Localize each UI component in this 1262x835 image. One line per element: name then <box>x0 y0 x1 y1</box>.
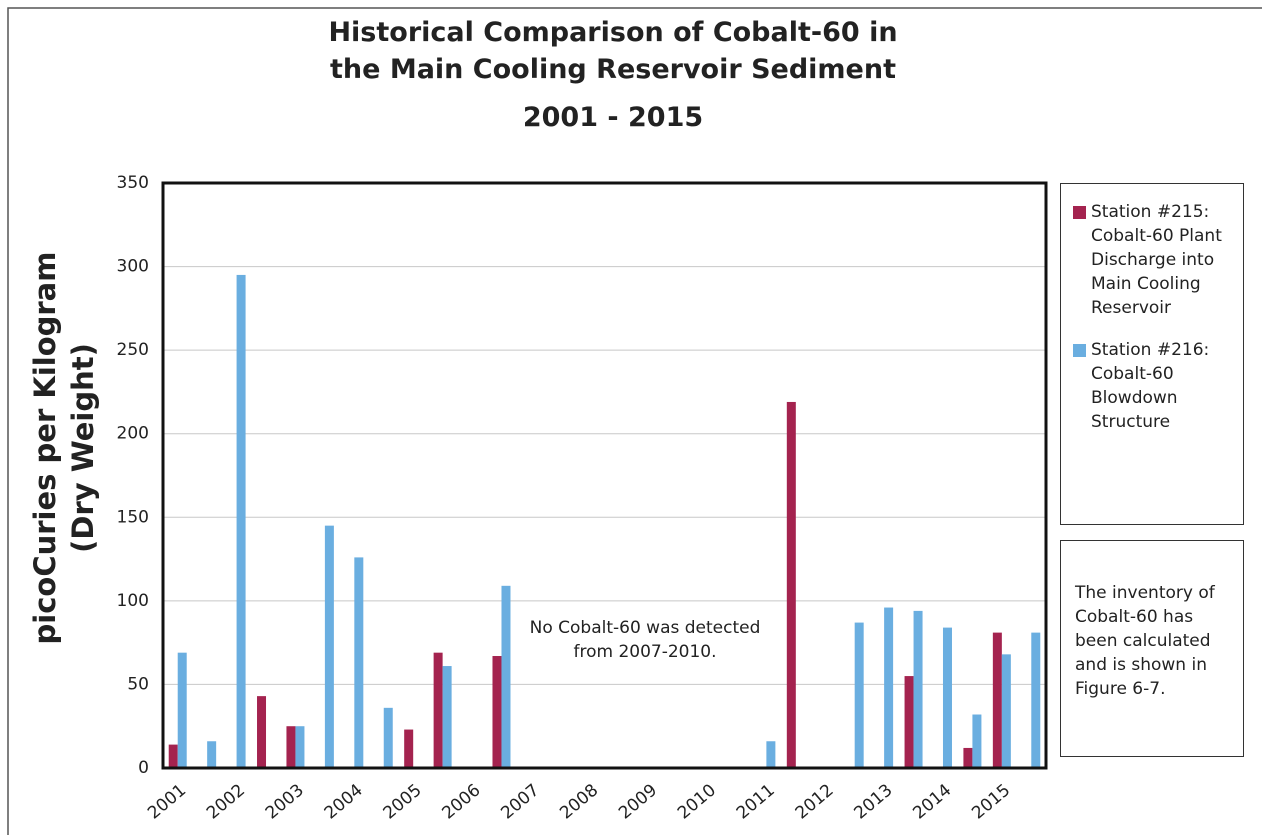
page-border <box>7 7 1262 835</box>
x-tick-label: 2013 <box>851 780 897 823</box>
bar <box>207 741 217 768</box>
x-tick-label: 2002 <box>203 780 249 823</box>
legend-label: Station #215: Cobalt-60 Plant Discharge … <box>1091 202 1222 318</box>
legend-item: Station #216: Cobalt-60 Blowdown Structu… <box>1073 338 1233 434</box>
y-tick-label: 250 <box>117 340 149 360</box>
legend-label: Station #216: Cobalt-60 Blowdown Structu… <box>1091 340 1210 432</box>
x-tick-label: 2015 <box>968 780 1014 823</box>
bar <box>295 726 305 768</box>
x-tick-label: 2006 <box>438 780 484 823</box>
bar <box>942 627 952 768</box>
bar <box>404 729 414 768</box>
x-tick-label: 2009 <box>615 780 661 823</box>
bar <box>972 714 982 768</box>
bar <box>442 666 452 768</box>
y-tick-label: 200 <box>117 424 149 444</box>
bar <box>1001 654 1011 768</box>
y-tick-label: 100 <box>117 591 149 611</box>
legend: Station #215: Cobalt-60 Plant Discharge … <box>1060 183 1244 525</box>
legend-item: Station #215: Cobalt-60 Plant Discharge … <box>1073 200 1233 320</box>
bar <box>177 652 187 768</box>
bar <box>904 676 914 768</box>
x-tick-label: 2001 <box>144 780 190 823</box>
bar <box>257 696 267 768</box>
y-tick-label: 300 <box>117 257 149 277</box>
x-tick-label: 2007 <box>497 780 543 823</box>
bar <box>492 656 502 768</box>
bar <box>286 726 296 768</box>
bar <box>963 747 973 768</box>
bar <box>992 632 1002 768</box>
x-tick-label: 2005 <box>380 780 426 823</box>
chart-title: Historical Comparison of Cobalt-60 in th… <box>328 17 898 85</box>
bar <box>766 741 776 768</box>
note: The inventory of Cobalt-60 has been calc… <box>1060 540 1244 757</box>
bar <box>786 401 796 768</box>
y-tick-label: 0 <box>138 758 149 778</box>
x-tick-label: 2010 <box>674 780 720 823</box>
y-tick-label: 350 <box>117 173 149 193</box>
legend-swatch <box>1073 206 1086 219</box>
bar <box>236 274 246 768</box>
bar <box>168 744 178 768</box>
bar <box>354 557 364 768</box>
x-tick-label: 2004 <box>321 780 367 823</box>
x-tick-label: 2003 <box>262 780 308 823</box>
x-tick-label: 2011 <box>733 780 779 823</box>
bar <box>913 610 923 768</box>
x-tick-label: 2008 <box>556 780 602 823</box>
bar <box>383 707 393 768</box>
bar <box>501 585 511 768</box>
x-tick-label: 2014 <box>909 780 955 823</box>
bar <box>433 652 443 768</box>
y-tick-label: 50 <box>127 674 149 694</box>
chart-subtitle: 2001 - 2015 <box>522 102 704 133</box>
plot-frame <box>161 181 1048 770</box>
y-axis-label: picoCuries per Kilogram (Dry Weight) <box>28 251 100 645</box>
bar <box>854 622 864 768</box>
bar <box>324 525 334 768</box>
x-tick-label: 2012 <box>792 780 838 823</box>
y-tick-label: 150 <box>117 507 149 527</box>
annotation: No Cobalt-60 was detected from 2007-2010… <box>529 618 761 662</box>
bar <box>884 607 894 768</box>
legend-swatch <box>1073 344 1086 357</box>
bar <box>1031 632 1041 768</box>
